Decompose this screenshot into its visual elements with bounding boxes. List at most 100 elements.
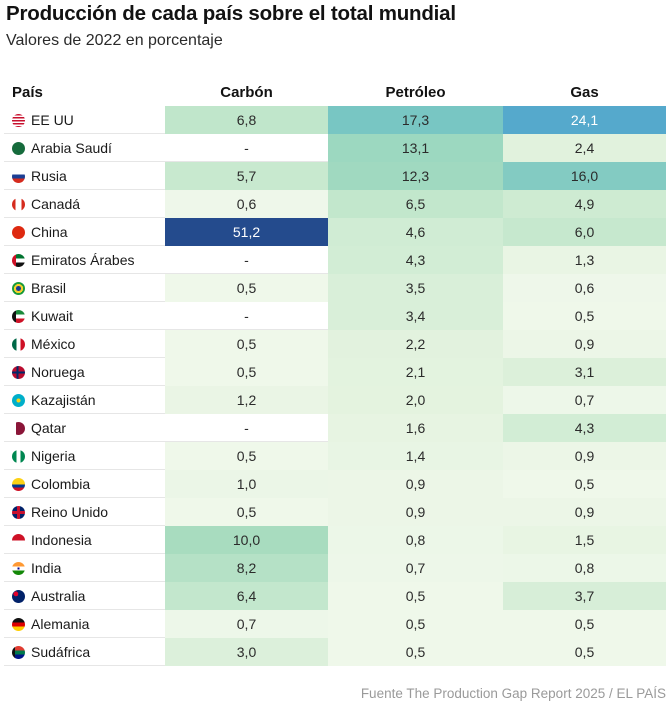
indonesia-flag-icon bbox=[12, 533, 25, 547]
carbon-value-cell: 0,5 bbox=[165, 357, 328, 386]
country-name: Sudáfrica bbox=[31, 643, 91, 660]
country-cell: Noruega bbox=[4, 357, 165, 386]
gas-value-cell: 0,7 bbox=[503, 385, 666, 414]
table-row: India 8,2 0,7 0,8 bbox=[4, 553, 666, 582]
gas-value-cell: 0,5 bbox=[503, 469, 666, 498]
table-row: Emiratos Árabes -4,3 1,3 bbox=[4, 245, 666, 274]
country-cell: China bbox=[4, 217, 165, 246]
country-name: Arabia Saudí bbox=[31, 139, 112, 156]
country-cell: Reino Unido bbox=[4, 497, 165, 526]
oil-value-cell: 4,6 bbox=[328, 217, 503, 246]
table-row: Kazajistán 1,2 2,0 0,7 bbox=[4, 385, 666, 414]
country-cell: Emiratos Árabes bbox=[4, 245, 165, 274]
table-row: Sudáfrica 3,0 0,5 0,5 bbox=[4, 637, 666, 666]
country-cell: Sudáfrica bbox=[4, 637, 165, 666]
country-name: India bbox=[31, 559, 62, 576]
gas-value-cell: 1,3 bbox=[503, 245, 666, 274]
gas-value-cell: 0,6 bbox=[503, 273, 666, 302]
gas-value-cell: 16,0 bbox=[503, 161, 666, 190]
carbon-value-cell: 51,2 bbox=[165, 217, 328, 246]
canada-flag-icon bbox=[12, 197, 25, 211]
country-cell: Brasil bbox=[4, 273, 165, 302]
table-row: Noruega 0,5 2,1 3,1 bbox=[4, 357, 666, 386]
nigeria-flag-icon bbox=[12, 449, 25, 463]
kuwait-flag-icon bbox=[12, 309, 25, 323]
china-flag-icon bbox=[12, 225, 25, 239]
country-name: Alemania bbox=[31, 615, 90, 632]
carbon-value-cell: 1,2 bbox=[165, 385, 328, 414]
table-row: Arabia Saudí -13,1 2,4 bbox=[4, 133, 666, 162]
country-name: Rusia bbox=[31, 167, 67, 184]
carbon-value-cell: 6,4 bbox=[165, 581, 328, 610]
gas-value-cell: 4,9 bbox=[503, 189, 666, 218]
gas-value-cell: 0,9 bbox=[503, 329, 666, 358]
gas-value-cell: 0,9 bbox=[503, 497, 666, 526]
mexico-flag-icon bbox=[12, 337, 25, 351]
carbon-value-cell: - bbox=[165, 413, 328, 442]
country-cell: Kazajistán bbox=[4, 385, 165, 414]
country-name: Kuwait bbox=[31, 307, 74, 324]
qatar-flag-icon bbox=[12, 421, 25, 435]
norway-flag-icon bbox=[12, 365, 25, 379]
table-header-row: País Carbón Petróleo Gas bbox=[4, 78, 666, 106]
table-row: EE UU 6,8 17,3 24,1 bbox=[4, 106, 666, 134]
country-name: Noruega bbox=[31, 363, 85, 380]
oil-value-cell: 2,2 bbox=[328, 329, 503, 358]
table-row: Rusia 5,7 12,3 16,0 bbox=[4, 161, 666, 190]
country-name: Brasil bbox=[31, 279, 67, 296]
carbon-value-cell: 0,5 bbox=[165, 441, 328, 470]
country-name: México bbox=[31, 335, 76, 352]
oil-value-cell: 0,5 bbox=[328, 581, 503, 610]
country-name: Indonesia bbox=[31, 531, 92, 548]
gas-value-cell: 0,8 bbox=[503, 553, 666, 582]
oil-value-cell: 0,9 bbox=[328, 469, 503, 498]
saudi-arabia-flag-icon bbox=[12, 141, 25, 155]
gas-value-cell: 0,5 bbox=[503, 637, 666, 666]
uk-flag-icon bbox=[12, 505, 25, 519]
table-row: México 0,5 2,2 0,9 bbox=[4, 329, 666, 358]
country-cell: India bbox=[4, 553, 165, 582]
oil-value-cell: 0,5 bbox=[328, 637, 503, 666]
country-name: Kazajistán bbox=[31, 391, 96, 408]
oil-value-cell: 1,6 bbox=[328, 413, 503, 442]
source-note: Fuente The Production Gap Report 2025 / … bbox=[360, 686, 666, 701]
carbon-value-cell: 1,0 bbox=[165, 469, 328, 498]
oil-value-cell: 0,9 bbox=[328, 497, 503, 526]
column-header-carbon: Carbón bbox=[220, 83, 273, 101]
chart-subtitle: Valores de 2022 en porcentaje bbox=[6, 32, 223, 49]
table-row: Nigeria 0,5 1,4 0,9 bbox=[4, 441, 666, 470]
uae-flag-icon bbox=[12, 253, 25, 267]
column-header-gas: Gas bbox=[570, 83, 599, 101]
country-name: Reino Unido bbox=[31, 503, 109, 520]
carbon-value-cell: - bbox=[165, 245, 328, 274]
country-cell: Nigeria bbox=[4, 441, 165, 470]
oil-value-cell: 0,8 bbox=[328, 525, 503, 554]
south-africa-flag-icon bbox=[12, 645, 25, 659]
carbon-value-cell: 6,8 bbox=[165, 106, 328, 134]
country-cell: México bbox=[4, 329, 165, 358]
gas-value-cell: 0,5 bbox=[503, 609, 666, 638]
carbon-value-cell: 0,5 bbox=[165, 273, 328, 302]
country-name: Colombia bbox=[31, 475, 91, 492]
country-cell: Arabia Saudí bbox=[4, 133, 165, 162]
column-header-country: País bbox=[12, 83, 43, 101]
carbon-value-cell: 0,7 bbox=[165, 609, 328, 638]
us-flag-icon bbox=[12, 113, 25, 127]
kazakhstan-flag-icon bbox=[12, 393, 25, 407]
carbon-value-cell: 0,6 bbox=[165, 189, 328, 218]
gas-value-cell: 0,5 bbox=[503, 301, 666, 330]
country-cell: Rusia bbox=[4, 161, 165, 190]
table-row: Colombia 1,0 0,9 0,5 bbox=[4, 469, 666, 498]
carbon-value-cell: 8,2 bbox=[165, 553, 328, 582]
carbon-value-cell: 0,5 bbox=[165, 329, 328, 358]
india-flag-icon bbox=[12, 561, 25, 575]
oil-value-cell: 0,7 bbox=[328, 553, 503, 582]
country-name: Australia bbox=[31, 587, 86, 604]
country-cell: Qatar bbox=[4, 413, 165, 442]
oil-value-cell: 6,5 bbox=[328, 189, 503, 218]
country-cell: Canadá bbox=[4, 189, 165, 218]
gas-value-cell: 2,4 bbox=[503, 133, 666, 162]
table-row: Indonesia 10,0 0,8 1,5 bbox=[4, 525, 666, 554]
carbon-value-cell: 5,7 bbox=[165, 161, 328, 190]
oil-value-cell: 3,4 bbox=[328, 301, 503, 330]
